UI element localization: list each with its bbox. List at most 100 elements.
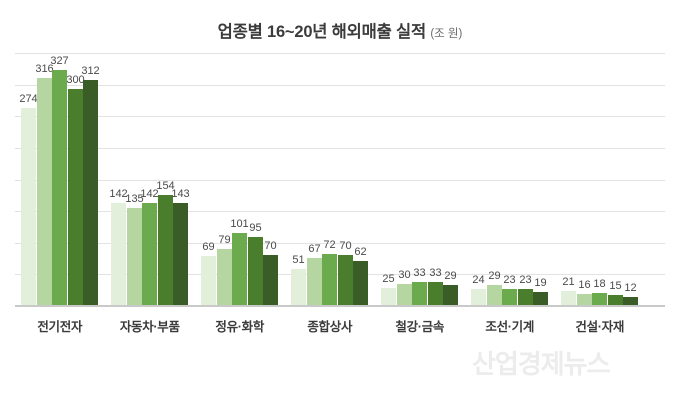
bar[interactable]	[127, 208, 142, 306]
gridline	[15, 243, 665, 244]
bar[interactable]	[561, 291, 576, 306]
bar-wrap[interactable]: 51	[291, 255, 306, 306]
bar[interactable]	[592, 293, 607, 306]
bar-wrap[interactable]: 33	[412, 268, 427, 306]
bar[interactable]	[142, 203, 157, 306]
bar-wrap[interactable]: 72	[322, 240, 337, 306]
bar-wrap[interactable]: 62	[353, 247, 368, 306]
bar[interactable]	[263, 255, 278, 306]
bar-value-label: 29	[444, 270, 457, 282]
bars-row: 21 16 18 15 12	[561, 53, 639, 306]
bar-value-label: 69	[202, 241, 215, 253]
bar-wrap[interactable]: 29	[487, 271, 502, 306]
bar[interactable]	[83, 80, 98, 306]
bar-wrap[interactable]: 16	[577, 280, 592, 306]
bar[interactable]	[173, 203, 188, 306]
bar[interactable]	[68, 89, 83, 306]
bar-value-label: 18	[593, 278, 606, 290]
bar-value-label: 79	[218, 234, 231, 246]
bar-wrap[interactable]: 300	[66, 75, 85, 306]
bar[interactable]	[307, 258, 322, 306]
bar-wrap[interactable]: 316	[35, 64, 54, 306]
bar[interactable]	[623, 297, 638, 306]
bar[interactable]	[533, 292, 548, 306]
bar-group: 25 30 33 33 29	[381, 53, 459, 306]
bar[interactable]	[353, 261, 368, 306]
bar[interactable]	[21, 108, 36, 306]
bar-value-label: 135	[125, 193, 144, 205]
bar[interactable]	[577, 294, 592, 306]
bar-wrap[interactable]: 25	[381, 274, 396, 306]
category-label: 종합상사	[307, 320, 353, 334]
bar[interactable]	[291, 269, 306, 306]
bar-wrap[interactable]: 142	[140, 189, 159, 306]
bar-wrap[interactable]: 70	[338, 241, 353, 306]
bar[interactable]	[428, 282, 443, 306]
category-label: 정유·화학	[215, 320, 265, 334]
bar-value-label: 101	[230, 218, 249, 230]
bar[interactable]	[338, 255, 353, 306]
bar-wrap[interactable]: 23	[502, 275, 517, 306]
bar[interactable]	[412, 282, 427, 306]
bar-value-label: 95	[249, 222, 262, 234]
bar-value-label: 154	[156, 180, 175, 192]
bar[interactable]	[37, 78, 52, 306]
bar[interactable]	[381, 288, 396, 306]
bar-wrap[interactable]: 101	[230, 219, 249, 306]
bar-value-label: 51	[292, 254, 305, 266]
bar-wrap[interactable]: 312	[81, 66, 100, 306]
bar-wrap[interactable]: 67	[307, 244, 322, 306]
bar-value-label: 19	[534, 277, 547, 289]
bar-wrap[interactable]: 29	[443, 271, 458, 306]
x-axis-line	[15, 305, 665, 307]
bar-value-label: 316	[35, 63, 54, 75]
bar[interactable]	[502, 289, 517, 306]
watermark: 산업경제뉴스	[472, 349, 611, 379]
bar-value-label: 16	[578, 279, 591, 291]
bar-wrap[interactable]: 70	[263, 241, 278, 306]
bar-value-label: 70	[264, 240, 277, 252]
bar-value-label: 15	[609, 280, 622, 292]
bar[interactable]	[471, 289, 486, 306]
bar-wrap[interactable]: 95	[248, 223, 263, 306]
bar-wrap[interactable]: 23	[518, 275, 533, 306]
bar[interactable]	[201, 256, 216, 306]
gridline	[15, 148, 665, 149]
bar[interactable]	[443, 285, 458, 306]
bar-wrap[interactable]: 79	[217, 235, 232, 306]
bar-value-label: 23	[503, 274, 516, 286]
plot-area: 274 316 327 300 312 142 135 142 154 143 69 79 101 95 7…	[15, 53, 665, 306]
bar-value-label: 70	[339, 240, 352, 252]
bar[interactable]	[52, 70, 67, 306]
bar-wrap[interactable]: 33	[428, 268, 443, 306]
bar[interactable]	[518, 289, 533, 306]
bar-wrap[interactable]: 327	[50, 56, 69, 306]
bar[interactable]	[248, 237, 263, 306]
bar-wrap[interactable]: 15	[608, 281, 623, 306]
bar-wrap[interactable]: 24	[471, 275, 486, 306]
bar-wrap[interactable]: 135	[125, 194, 144, 306]
bar-wrap[interactable]: 143	[171, 189, 190, 306]
bar-wrap[interactable]: 18	[592, 279, 607, 306]
bar[interactable]	[232, 233, 247, 306]
bar-wrap[interactable]: 154	[156, 181, 175, 306]
bar[interactable]	[158, 195, 173, 306]
bar-value-label: 23	[519, 274, 532, 286]
bar-wrap[interactable]: 69	[201, 242, 216, 306]
bar-wrap[interactable]: 19	[533, 278, 548, 306]
bar-value-label: 33	[429, 267, 442, 279]
bar[interactable]	[111, 203, 126, 306]
bar[interactable]	[608, 295, 623, 306]
bar-wrap[interactable]: 142	[109, 189, 128, 306]
bar-value-label: 72	[323, 239, 336, 251]
bar[interactable]	[487, 285, 502, 306]
bar-wrap[interactable]: 30	[397, 270, 412, 306]
bar[interactable]	[322, 254, 337, 306]
bar-wrap[interactable]: 274	[19, 94, 38, 306]
bar-wrap[interactable]: 12	[623, 283, 638, 306]
bar-value-label: 30	[398, 269, 411, 281]
bar[interactable]	[397, 284, 412, 306]
bar[interactable]	[217, 249, 232, 306]
bar-group: 142 135 142 154 143	[109, 53, 190, 306]
bar-wrap[interactable]: 21	[561, 277, 576, 306]
